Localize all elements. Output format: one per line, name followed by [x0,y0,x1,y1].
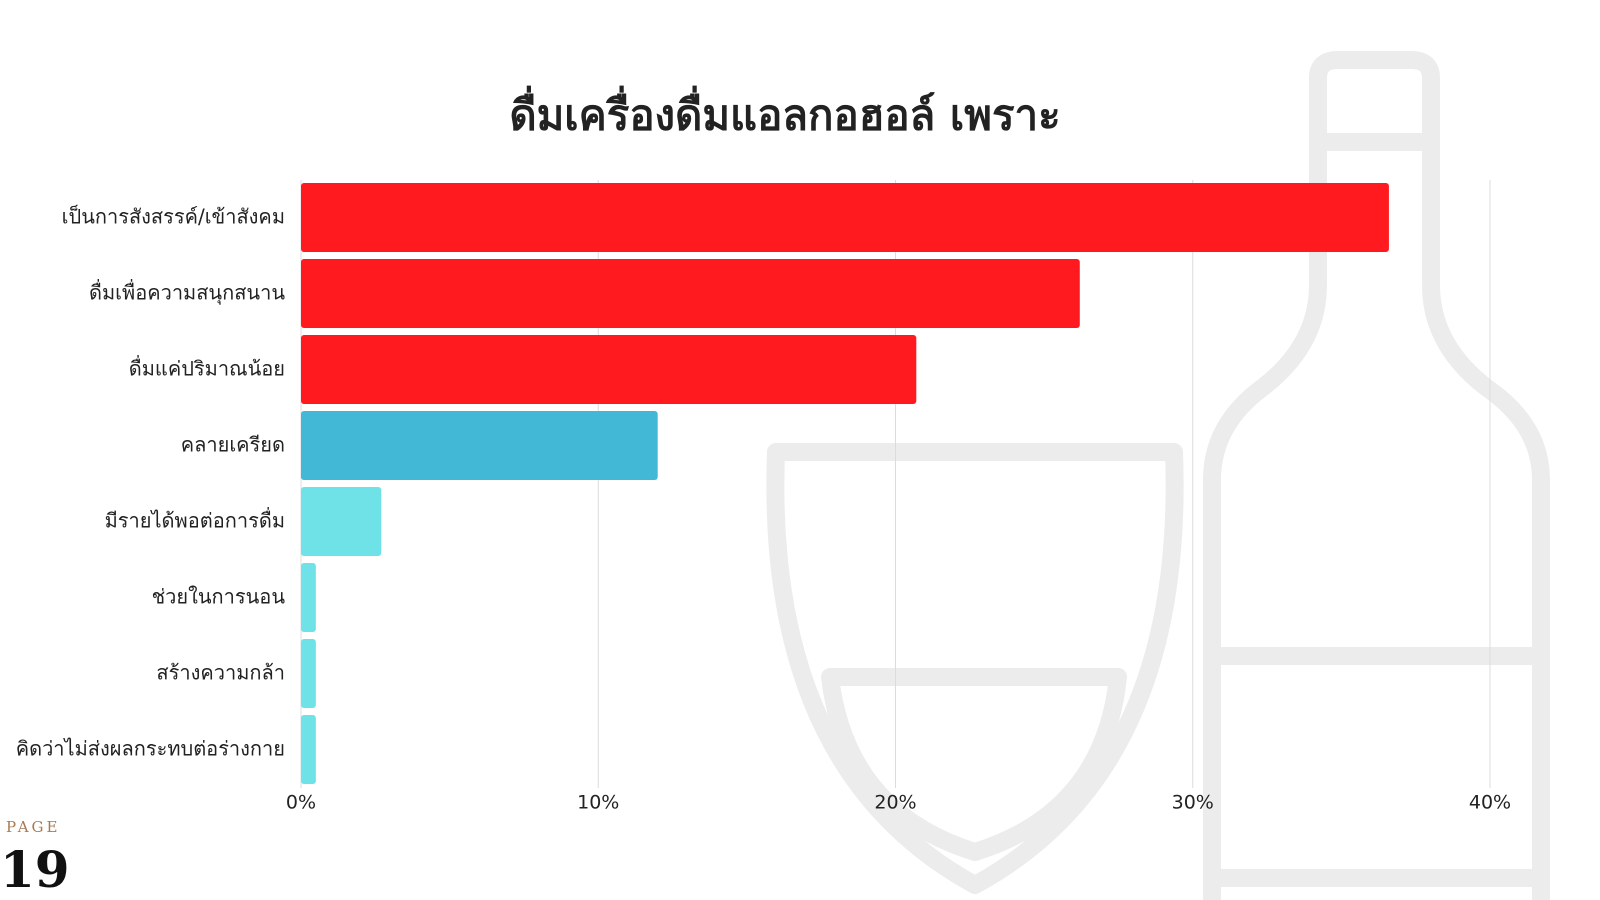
y-tick-label: คลายเครียด [181,433,285,457]
x-tick-label: 0% [286,792,316,814]
y-tick-label: ช่วยในการนอน [152,585,286,609]
bar [301,563,316,632]
chart-title: ดื่มเครื่องดื่มแอลกอฮอล์ เพราะ [509,86,1060,140]
page-number: 19 [0,840,70,899]
bar [301,487,382,556]
page-label: PAGE [6,818,60,836]
bar [301,259,1080,328]
y-tick-label: คิดว่าไม่ส่งผลกระทบต่อร่างกาย [16,737,285,761]
y-tick-label: ดื่มแค่ปริมาณน้อย [129,355,285,381]
y-tick-label: ดื่มเพื่อความสนุกสนาน [89,279,285,306]
y-tick-label: เป็นการสังสรรค์/เข้าสังคม [62,204,285,229]
bar [301,183,1389,252]
x-tick-label: 10% [577,792,619,814]
x-tick-label: 30% [1172,792,1214,814]
x-tick-label: 20% [874,792,916,814]
bar [301,411,658,480]
bar [301,335,917,404]
bar [301,639,316,708]
bar [301,715,316,784]
y-tick-label: สร้างความกล้า [156,661,285,685]
watermark [766,51,1550,900]
x-tick-label: 40% [1469,792,1511,814]
y-tick-label: มีรายได้พอต่อการดื่ม [105,507,285,533]
